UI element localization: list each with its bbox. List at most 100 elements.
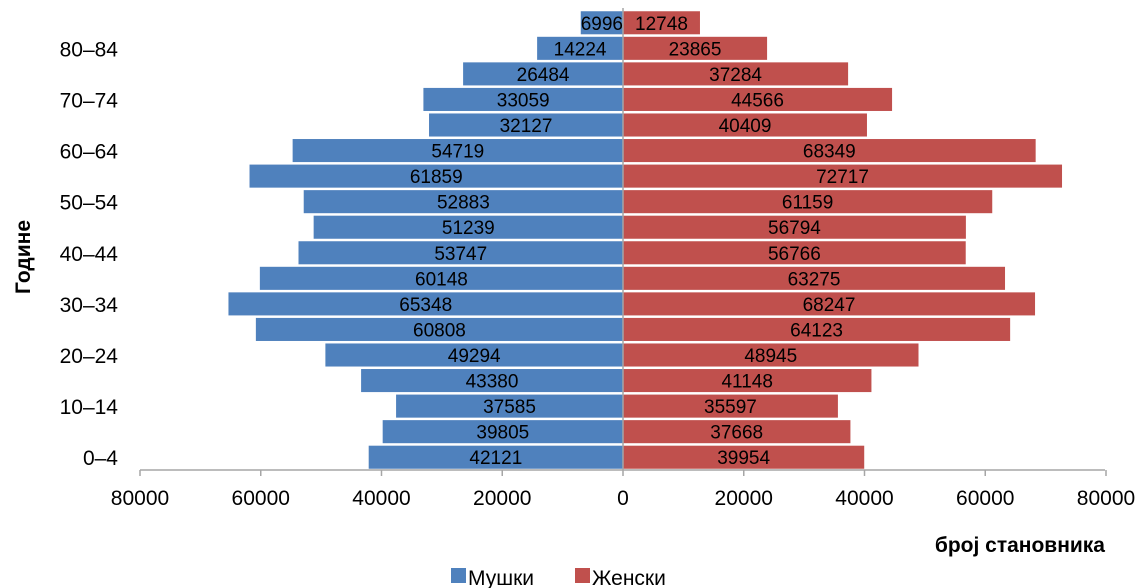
data-label-male-40–44: 53747	[434, 244, 487, 265]
legend-swatch-male	[451, 568, 466, 583]
legend-label-male: Мушки	[468, 567, 534, 588]
data-label-male-15–19: 43380	[466, 372, 519, 393]
data-label-female-15–19: 41148	[721, 372, 772, 393]
data-label-female-5–9: 37668	[710, 423, 763, 444]
bar-female-25–29	[623, 317, 1011, 341]
y-tick-label: 70–74	[60, 89, 119, 112]
bar-male-30–34	[228, 292, 623, 316]
data-label-female-85+: 12748	[635, 14, 688, 35]
axes	[139, 8, 1107, 476]
data-label-male-25–29: 60808	[413, 320, 466, 341]
x-tick-labels: 80000 60000 40000 20000 0 20000 40000 60000 8000…	[111, 487, 1135, 510]
bar-male-25–29	[255, 317, 623, 341]
x-tick-label: 0	[617, 487, 629, 510]
data-label-female-60–64: 68349	[803, 142, 856, 163]
legend: Мушки Женски	[451, 567, 666, 588]
bar-male-85+	[580, 11, 623, 35]
data-label-male-55–59: 61859	[410, 167, 463, 188]
data-label-male-0–4: 42121	[469, 448, 522, 469]
bar-female-30–34	[623, 292, 1036, 316]
y-tick-label: 80–84	[60, 38, 119, 61]
data-label-female-40–44: 56766	[768, 244, 821, 265]
x-tick-label: 20000	[473, 487, 531, 510]
data-label-male-45–49: 51239	[442, 218, 495, 239]
data-label-male-65–69: 32127	[500, 116, 553, 137]
data-label-female-20–24: 48945	[744, 346, 797, 367]
data-label-male-50–54: 52883	[437, 193, 490, 214]
bar-female-40–44	[623, 241, 966, 265]
x-tick-label: 80000	[111, 487, 169, 510]
data-label-male-10–14: 37585	[483, 397, 536, 418]
data-label-female-10–14: 35597	[704, 397, 757, 418]
y-tick-label: 0–4	[83, 447, 118, 470]
y-tick-label: 30–34	[60, 294, 119, 317]
bar-male-0–4	[368, 445, 623, 469]
bar-male-40–44	[298, 241, 623, 265]
bar-female-10–14	[623, 394, 838, 418]
bar-male-20–24	[325, 343, 623, 367]
bar-female-85+	[623, 11, 700, 35]
legend-swatch-female	[575, 568, 590, 583]
bar-male-15–19	[361, 369, 623, 393]
data-label-male-35–39: 60148	[415, 269, 468, 290]
data-label-male-80–84: 14224	[554, 39, 607, 60]
female-bars	[623, 11, 1063, 469]
x-tick-label: 40000	[352, 487, 410, 510]
data-label-female-0–4: 39954	[717, 448, 770, 469]
bar-female-35–39	[623, 266, 1006, 290]
bar-male-45–49	[313, 215, 623, 239]
bar-female-45–49	[623, 215, 966, 239]
bar-male-55–59	[249, 164, 623, 188]
y-tick-label: 10–14	[60, 396, 119, 419]
x-axis-title: број становника	[935, 534, 1105, 557]
y-tick-label: 20–24	[60, 345, 119, 368]
data-label-male-30–34: 65348	[399, 295, 452, 316]
data-label-male-75–79: 26484	[517, 65, 570, 86]
data-label-male-60–64: 54719	[431, 142, 484, 163]
bar-male-5–9	[382, 420, 623, 444]
bar-female-80–84	[623, 36, 768, 60]
y-axis-title: Године	[12, 220, 35, 294]
bar-male-65–69	[429, 113, 623, 137]
data-label-female-80–84: 23865	[669, 39, 722, 60]
bar-male-75–79	[463, 62, 623, 86]
bar-female-60–64	[623, 139, 1036, 163]
male-bars	[228, 11, 623, 469]
bar-female-20–24	[623, 343, 919, 367]
y-tick-label: 40–44	[60, 243, 119, 266]
x-tick-label: 20000	[715, 487, 773, 510]
data-label-male-5–9: 39805	[476, 423, 529, 444]
bar-male-10–14	[396, 394, 623, 418]
data-label-female-35–39: 63275	[788, 269, 841, 290]
data-label-female-50–54: 61159	[782, 193, 833, 214]
data-label-female-65–69: 40409	[719, 116, 772, 137]
bar-male-70–74	[423, 87, 623, 111]
data-label-female-75–79: 37284	[709, 65, 762, 86]
y-tick-label: 50–54	[60, 192, 119, 215]
bar-female-55–59	[623, 164, 1063, 188]
data-label-female-70–74: 44566	[731, 90, 784, 111]
bar-male-35–39	[259, 266, 623, 290]
data-label-female-55–59: 72717	[816, 167, 869, 188]
data-label-female-25–29: 64123	[790, 320, 843, 341]
bar-female-70–74	[623, 87, 893, 111]
bar-female-5–9	[623, 420, 851, 444]
y-tick-label: 60–64	[60, 141, 119, 164]
data-label-male-20–24: 49294	[448, 346, 501, 367]
bar-female-65–69	[623, 113, 867, 137]
legend-label-female: Женски	[592, 567, 666, 588]
x-tick-label: 60000	[956, 487, 1014, 510]
data-label-female-45–49: 56794	[768, 218, 821, 239]
bar-female-50–54	[623, 190, 993, 214]
x-tick-label: 40000	[835, 487, 893, 510]
data-label-male-85+: 6996	[581, 14, 623, 35]
data-label-female-30–34: 68247	[803, 295, 856, 316]
bar-female-0–4	[623, 445, 865, 469]
data-label-male-70–74: 33059	[497, 90, 550, 111]
value-labels: 42121 39954 39805 37668 37585 35597 43380 41148…	[399, 14, 869, 469]
bar-female-75–79	[623, 62, 849, 86]
bar-male-50–54	[303, 190, 623, 214]
bar-male-60–64	[292, 139, 623, 163]
